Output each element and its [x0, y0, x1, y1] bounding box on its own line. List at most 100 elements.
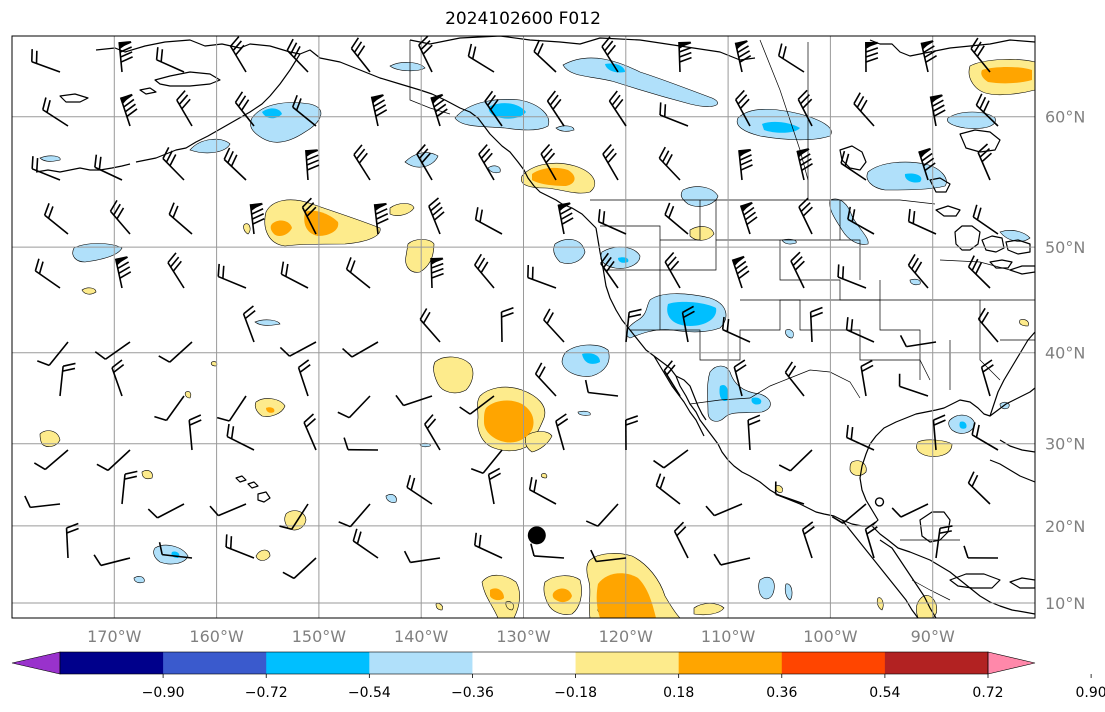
colorbar-extend-low — [11, 651, 61, 675]
wind-barb — [93, 554, 131, 567]
colorbar-segment — [60, 652, 164, 674]
wind-barb — [975, 93, 999, 127]
wind-barb — [891, 503, 929, 518]
wind-barb — [543, 308, 565, 343]
latitude-label: 40°N — [1045, 344, 1085, 363]
wind-barb — [673, 521, 689, 559]
wind-barb — [608, 90, 627, 127]
graticule — [12, 36, 1035, 618]
wind-barb — [168, 202, 193, 235]
wind-barb — [774, 481, 805, 505]
wind-barb — [847, 206, 875, 235]
wind-barb — [864, 521, 878, 559]
wind-barb — [557, 202, 574, 235]
wind-barb — [459, 395, 495, 415]
wind-barb — [217, 263, 247, 289]
wind-barb — [655, 473, 681, 505]
longitude-label: 120°W — [599, 627, 654, 646]
wind-barb — [430, 257, 444, 289]
wind-barb — [225, 534, 255, 559]
wind-barb — [406, 474, 433, 505]
wind-barb — [118, 40, 133, 73]
wind-barb — [430, 93, 448, 127]
colorbar-tick-label: −0.54 — [348, 685, 391, 701]
wind-barb — [653, 449, 689, 469]
wind-barb — [373, 202, 389, 235]
wind-barb — [473, 532, 503, 559]
wind-barb — [796, 148, 813, 181]
wind-barb — [94, 154, 123, 181]
map-frame — [11, 35, 1036, 619]
wind-barb — [216, 395, 247, 422]
wind-barb — [739, 201, 758, 235]
wind-barb — [530, 543, 565, 559]
wind-barb — [478, 144, 495, 181]
wind-barb — [282, 557, 317, 580]
colorbar-tick-labels: −0.90 −0.72 −0.54 −0.36 −0.18 0.18 0.36 0.54 0.7… — [142, 674, 1105, 701]
wind-barb — [918, 147, 936, 181]
wind-barb — [590, 549, 627, 563]
wind-barb — [970, 37, 991, 73]
wind-barb — [418, 36, 433, 73]
wind-barb — [778, 449, 813, 472]
wind-barb — [94, 341, 131, 360]
wind-barb — [977, 143, 993, 181]
wind-barb — [37, 341, 69, 367]
political-borders — [409, 39, 1035, 601]
wind-barb — [860, 359, 874, 397]
wind-barb — [147, 503, 185, 519]
wind-barbs — [24, 36, 999, 580]
wind-barb — [898, 373, 929, 397]
longitude-label: 140°W — [394, 627, 449, 646]
wind-barb — [428, 197, 445, 235]
storm-marker-small — [874, 497, 885, 507]
colorbar-tick-label: 0.36 — [766, 685, 797, 701]
wind-barb — [176, 90, 193, 127]
longitude-labels: 170°W 160°W 150°W 140°W 130°W 120°W 110°W 100°W… — [87, 627, 955, 646]
wind-barb — [971, 422, 999, 451]
wind-barb — [345, 257, 371, 289]
wind-barb — [963, 545, 999, 559]
wind-barb — [528, 477, 557, 505]
longitude-label: 110°W — [701, 627, 756, 646]
wind-barb — [797, 89, 813, 127]
wind-barb — [154, 395, 185, 422]
wind-barb — [279, 503, 309, 530]
wind-barb — [747, 414, 761, 451]
wind-barb — [533, 39, 557, 73]
colorbar-segment — [472, 652, 577, 674]
wind-barb — [546, 90, 565, 127]
storm-marker — [527, 526, 546, 545]
longitude-label: 150°W — [292, 627, 347, 646]
wind-barb — [600, 252, 619, 289]
wind-barb — [967, 255, 991, 289]
wind-barb — [977, 307, 999, 343]
wind-barb — [24, 495, 61, 509]
wind-barb — [114, 256, 132, 289]
wind-barb — [155, 47, 185, 73]
wind-barb — [845, 424, 875, 451]
wind-barb — [837, 264, 867, 289]
longitude-label: 100°W — [803, 627, 858, 646]
wind-barb — [470, 449, 503, 475]
longitude-label: 170°W — [87, 627, 142, 646]
wind-barb — [34, 258, 61, 289]
wind-barb — [721, 316, 751, 343]
colorbar-tick-label: 0.90 — [1076, 685, 1105, 701]
wind-barb — [424, 414, 441, 451]
wind-barb — [663, 360, 681, 397]
wind-barb — [403, 550, 441, 564]
wind-barb — [350, 37, 371, 73]
latitude-label: 20°N — [1045, 517, 1085, 536]
colorbar-tick-label: −0.36 — [451, 685, 494, 701]
colorbar-segment — [266, 652, 370, 674]
wind-barb — [353, 144, 371, 181]
wind-barb — [121, 470, 138, 505]
wind-barb — [601, 36, 619, 73]
wind-barb — [305, 149, 320, 181]
wind-barb — [395, 394, 433, 407]
colorbar-segment — [678, 652, 783, 674]
wind-barb — [226, 423, 255, 451]
wind-barb — [602, 144, 619, 181]
